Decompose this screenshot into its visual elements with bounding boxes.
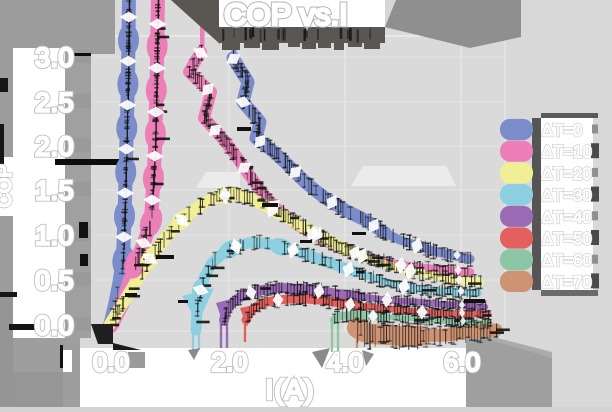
- svg-text:ΔT=50: ΔT=50: [542, 229, 592, 249]
- svg-text:ΔT=40: ΔT=40: [542, 207, 592, 227]
- svg-text:ΔT=0: ΔT=0: [542, 120, 583, 140]
- svg-text:ΔT=0: ΔT=0: [542, 120, 583, 140]
- svg-text:2.0: 2.0: [35, 132, 74, 162]
- svg-text:COP vs.I: COP vs.I: [224, 0, 347, 32]
- svg-text:ΔT=70: ΔT=70: [542, 272, 592, 292]
- svg-text:ΔT=20: ΔT=20: [542, 163, 592, 183]
- svg-text:2.0: 2.0: [211, 347, 247, 377]
- svg-text:0.0: 0.0: [93, 347, 129, 377]
- svg-text:ΔT=40: ΔT=40: [542, 207, 592, 227]
- svg-text:4.0: 4.0: [327, 347, 363, 377]
- svg-text:3.0: 3.0: [35, 43, 74, 73]
- svg-text:0.0: 0.0: [35, 311, 74, 341]
- svg-text:3.0: 3.0: [35, 43, 74, 73]
- svg-text:ΔT=30: ΔT=30: [542, 185, 592, 205]
- svg-text:I(A): I(A): [265, 374, 314, 405]
- svg-text:1.5: 1.5: [35, 176, 74, 206]
- svg-text:ΔT=10: ΔT=10: [542, 142, 592, 162]
- svg-text:ΔT=70: ΔT=70: [542, 272, 592, 292]
- svg-text:ΔT=20: ΔT=20: [542, 163, 592, 183]
- svg-text:4.0: 4.0: [327, 347, 363, 377]
- svg-text:1.0: 1.0: [35, 221, 74, 251]
- svg-text:ΔT=30: ΔT=30: [542, 185, 592, 205]
- svg-text:1.5: 1.5: [35, 176, 74, 206]
- svg-text:ΔT=50: ΔT=50: [542, 229, 592, 249]
- svg-text:COP: COP: [0, 164, 16, 207]
- svg-text:COP: COP: [0, 164, 16, 207]
- svg-text:I(A): I(A): [265, 374, 314, 405]
- svg-text:1.0: 1.0: [35, 221, 74, 251]
- svg-text:ΔT=60: ΔT=60: [542, 250, 592, 270]
- svg-text:0.5: 0.5: [35, 266, 74, 296]
- svg-text:2.0: 2.0: [211, 347, 247, 377]
- svg-text:6.0: 6.0: [444, 347, 480, 377]
- svg-text:0.0: 0.0: [93, 347, 129, 377]
- svg-text:6.0: 6.0: [444, 347, 480, 377]
- svg-text:2.0: 2.0: [35, 132, 74, 162]
- svg-text:0.5: 0.5: [35, 266, 74, 296]
- svg-text:COP vs.I: COP vs.I: [224, 0, 347, 32]
- svg-text:ΔT=60: ΔT=60: [542, 250, 592, 270]
- svg-text:ΔT=10: ΔT=10: [542, 142, 592, 162]
- svg-text:2.5: 2.5: [35, 88, 74, 118]
- svg-text:0.0: 0.0: [35, 311, 74, 341]
- svg-text:2.5: 2.5: [35, 88, 74, 118]
